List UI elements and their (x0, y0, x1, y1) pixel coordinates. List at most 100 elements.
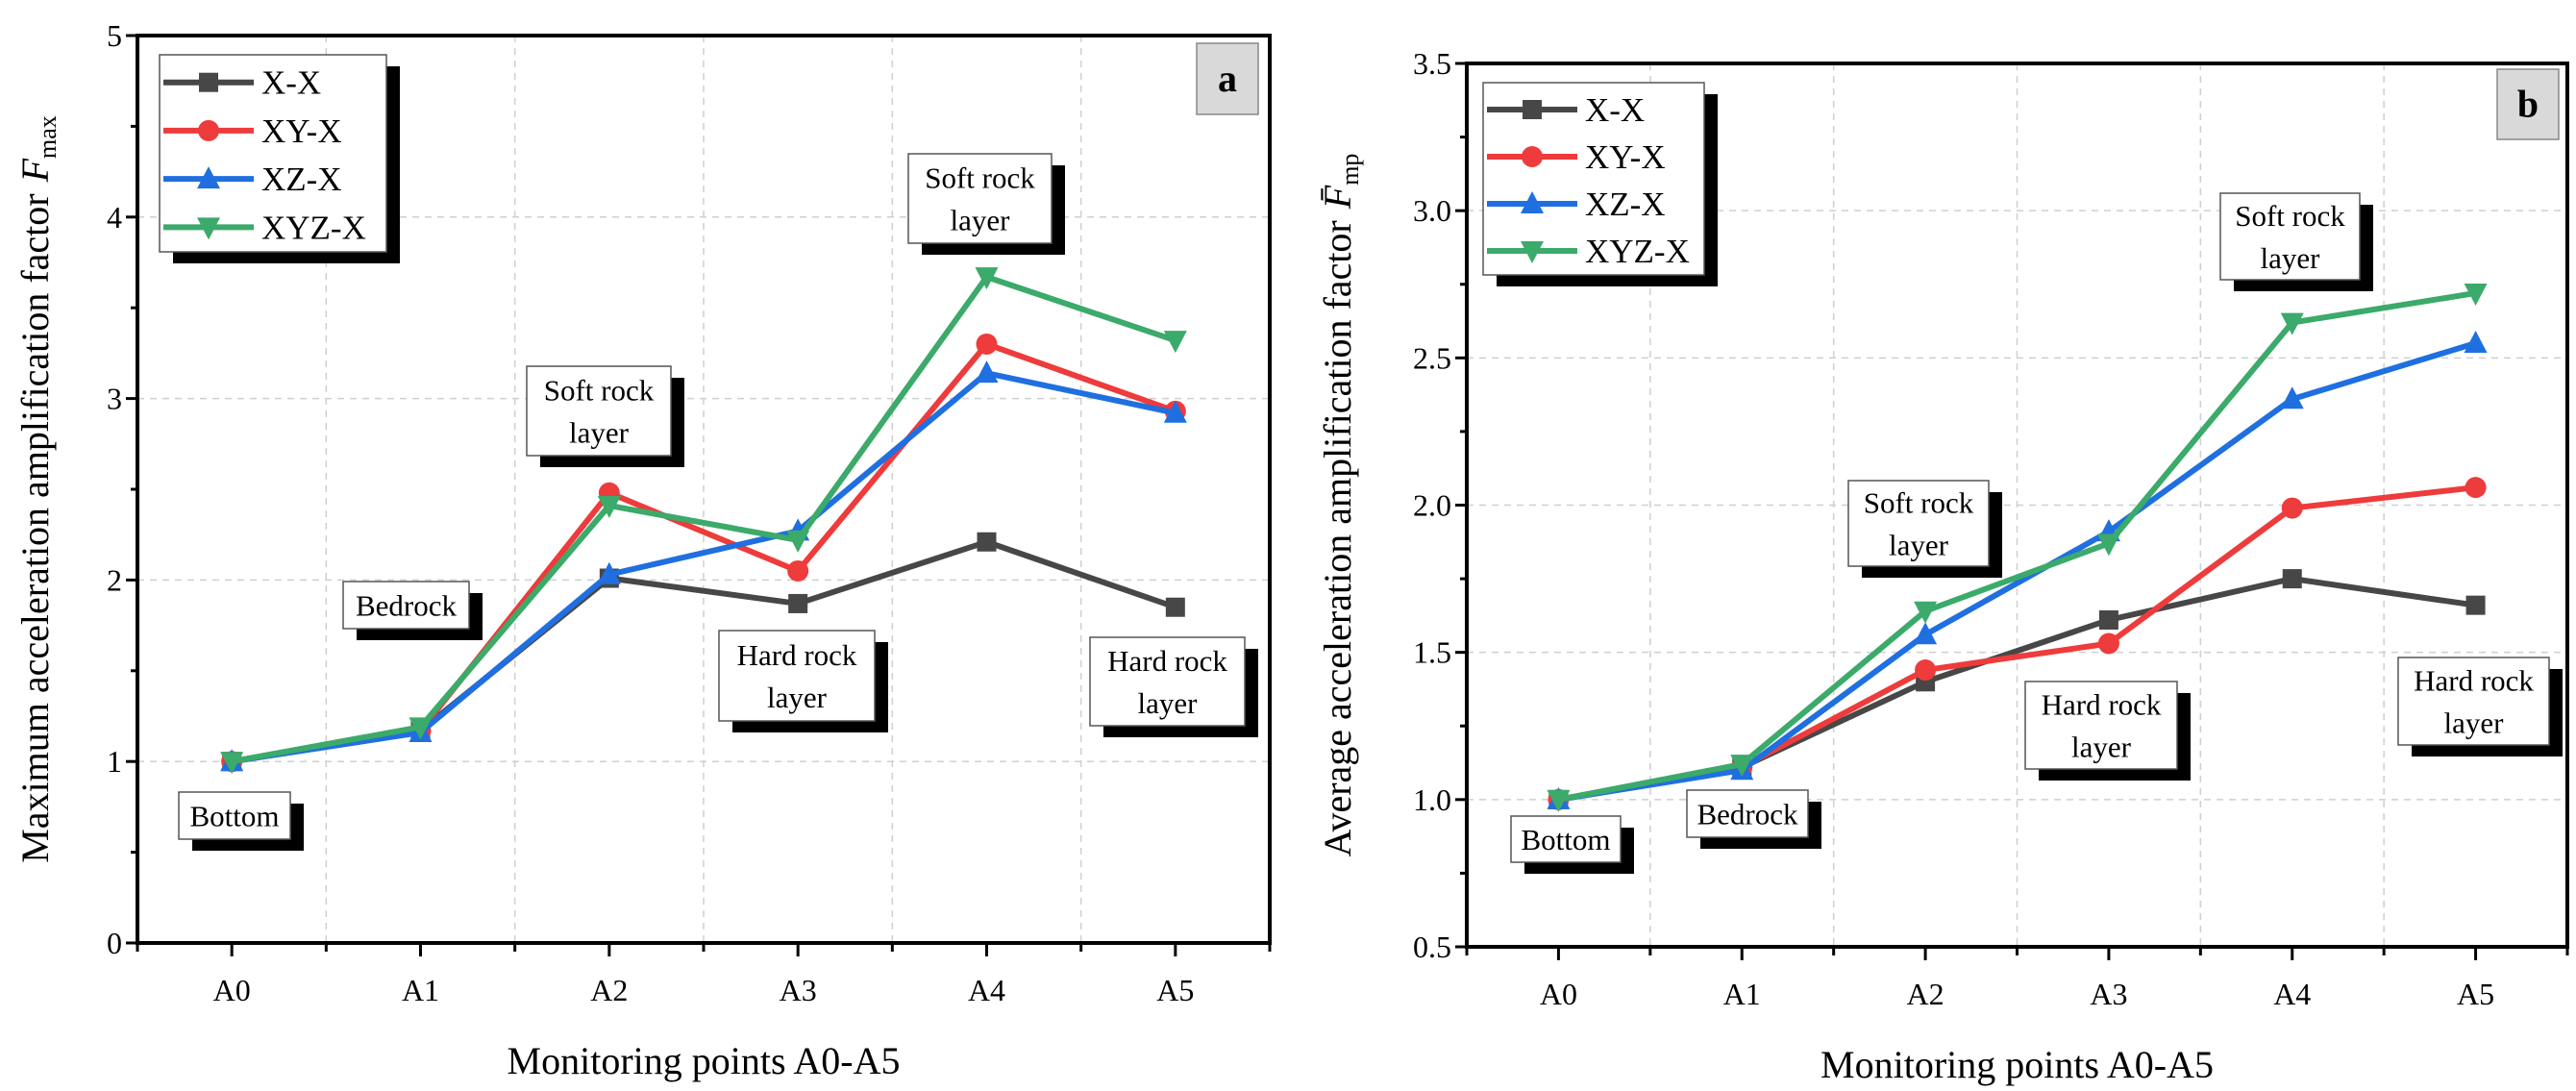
annotation-frame (178, 791, 291, 840)
annotation-text: Bottom (189, 800, 279, 833)
y-tick-label: 0.5 (1413, 930, 1451, 964)
legend-circle-icon (198, 119, 219, 141)
legend-frame (1482, 82, 1705, 276)
series-line (1557, 340, 2477, 803)
annotation-text: layer (2444, 707, 2505, 740)
data-point (975, 267, 999, 290)
annotation-text: Hard rock (2042, 688, 2162, 722)
series-XYZ-X (1547, 283, 2488, 812)
data-point (787, 559, 809, 582)
annotation-frame (2219, 192, 2361, 281)
y-tick-label: 1.5 (1413, 635, 1451, 670)
legend-entry: X-X (1487, 91, 1645, 129)
data-point (1163, 331, 1187, 354)
chart-panel-b: 0.5 1.0 1.5 2.0 2.5 3.0 3.5 A0 A1 A2 A3 A4 A5 Monitor… (1316, 46, 2569, 1086)
data-point (220, 752, 244, 775)
annotation-text: layer (767, 681, 828, 714)
annotation-box: Bottom (1510, 815, 1634, 874)
annotation-text: Hard rock (2414, 664, 2534, 698)
annotation-text: layer (569, 416, 630, 450)
x-tick-label: A5 (2457, 977, 2494, 1011)
x-axis-title: Monitoring points A0-A5 (508, 1039, 901, 1082)
data-point (2465, 595, 2486, 615)
annotation-box: Hard rock layer (2024, 681, 2191, 781)
data-point (976, 333, 998, 355)
data-point (409, 717, 433, 740)
annotation-box: Soft rock layer (907, 153, 1065, 255)
data-point (2096, 533, 2120, 557)
data-point (2097, 632, 2119, 655)
annotation-text: Bedrock (356, 589, 458, 623)
annotation-text: layer (1138, 686, 1199, 720)
legend-entry: XZ-X (1487, 186, 1666, 223)
series-line (1557, 289, 2477, 803)
y-axis-subscript: max (34, 115, 62, 159)
annotation-text: Bedrock (1697, 798, 1798, 831)
data-point (788, 593, 808, 613)
y-tick-label: 2.0 (1413, 488, 1451, 523)
data-point (977, 532, 997, 552)
data-point (597, 561, 621, 584)
y-tick-label: 0 (107, 926, 122, 960)
legend-entry: XY-X (1487, 138, 1666, 176)
annotation-box: Soft rock layer (2219, 192, 2373, 291)
x-tick-label: A1 (402, 973, 439, 1007)
annotation-box: Hard rock layer (718, 630, 888, 732)
data-point (2282, 569, 2302, 589)
x-tick-label: A1 (1723, 977, 1761, 1011)
y-tick-label: 4 (107, 200, 122, 235)
data-point (2465, 477, 2487, 499)
data-point (2281, 497, 2303, 519)
grid (1467, 62, 2567, 947)
annotation-text: Soft rock (1864, 486, 1974, 520)
annotation-box: Soft rock layer (526, 365, 684, 467)
y-tick-label: 3 (107, 382, 122, 416)
annotation-box: Soft rock layer (1847, 480, 2002, 578)
x-axis-title: Monitoring points A0-A5 (1821, 1043, 2214, 1086)
annotation-frame (718, 630, 876, 722)
legend-label: X-X (1585, 91, 1645, 129)
annotation-frame (907, 153, 1053, 244)
annotation-box: Bottom (178, 791, 304, 851)
data-point (1165, 597, 1185, 617)
legend-circle-icon (1522, 146, 1543, 167)
legend-label: XYZ-X (261, 209, 366, 246)
annotation-text: Soft rock (925, 161, 1035, 195)
annotation-frame (1686, 789, 1809, 838)
y-tick-label: 1 (107, 744, 122, 779)
y-tick-label: 1.0 (1413, 782, 1451, 817)
annotation-text: layer (2261, 241, 2321, 275)
annotation-text: Soft rock (2235, 199, 2345, 233)
annotation-box: Bedrock (1686, 789, 1821, 849)
legend-triangle-up-icon (197, 166, 220, 189)
x-tick-label: A2 (590, 973, 628, 1007)
panel-label: b (2517, 83, 2539, 126)
x-tick-label: A3 (780, 973, 817, 1007)
panel-label-box (1196, 42, 1259, 115)
y-tick-label: 3.0 (1413, 193, 1451, 228)
data-point (2280, 312, 2304, 335)
x-tick-label: A2 (1907, 977, 1944, 1011)
data-point (2098, 609, 2118, 630)
data-point (975, 360, 999, 384)
data-point (1163, 400, 1187, 423)
y-axis-symbol: F̄ (1316, 185, 1359, 210)
y-axis-symbol: F (13, 158, 57, 183)
data-point (1915, 659, 1937, 682)
legend-entry: XYZ-X (1487, 233, 1690, 270)
annotation-text: layer (2071, 731, 2132, 764)
legend-entry: X-X (163, 64, 321, 102)
annotation-box: Hard rock layer (1089, 636, 1258, 737)
data-point (2464, 331, 2488, 354)
y-axis-title: Average acceleration amplification facto… (1316, 154, 1364, 857)
data-point (2464, 283, 2488, 306)
y-tick-label: 3.5 (1413, 46, 1451, 81)
legend-triangle-down-icon (197, 217, 220, 240)
legend: X-X XY-X XZ-X XYZ-X (159, 54, 400, 263)
legend-label: XY-X (261, 112, 342, 150)
legend-triangle-down-icon (1521, 241, 1544, 263)
annotation-frame (1510, 815, 1622, 863)
data-point (1914, 622, 1938, 645)
annotation-box: Hard rock layer (2397, 657, 2563, 756)
legend-square-icon (1523, 100, 1542, 119)
